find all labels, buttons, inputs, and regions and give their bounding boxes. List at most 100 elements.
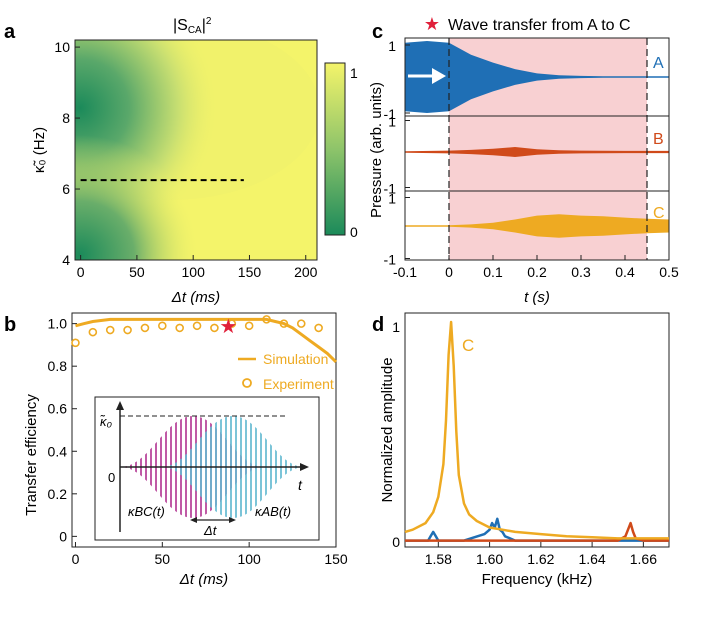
a-xtick-label: 0 [77,264,85,280]
experiment-point [279,319,289,328]
panel-c-legend-text: Wave transfer from A to C [448,17,631,34]
experiment-point [227,319,237,328]
d-ytick-min: 0 [392,534,400,550]
panel-a-xlabel: Δt (ms) [171,289,220,306]
b-xtick-label: 0 [72,551,80,567]
legend-experiment-swatch [242,378,252,388]
d-xtick-label: 1.62 [527,551,554,567]
a-ytick-label: 10 [54,39,70,55]
panel-c-y-ticks: 1-11-11-1 [384,38,410,268]
inset-kab-pulse-lower [162,467,305,518]
experiment-point [158,321,167,331]
series-blue-line [405,517,669,542]
c-ytick-pos: 1 [388,191,396,207]
inset-y-arrow [116,401,124,410]
inset-dt-arrowhead-right [229,517,236,523]
c-xtick-label: 0.2 [527,264,547,280]
experiment-point [88,327,98,337]
panel-c-ylabel: Pressure (arb. units) [368,82,385,218]
inset-dt-label: Δt [203,523,218,538]
panel-d-curve-label: C [462,336,474,355]
c-ytick-pos: 1 [388,38,396,54]
experiment-point [244,321,254,331]
experiment-point [314,323,323,333]
trace-B-label: B [653,131,664,148]
experiment-point [140,323,150,333]
inset-t-arrow [300,463,309,471]
inset-k0-label: κ̃₀ [100,414,113,429]
d-xtick-label: 1.66 [630,551,657,567]
b-ytick-label: 0 [59,528,67,544]
d-xtick-label: 1.60 [476,551,503,567]
panel-d-frame [404,312,670,548]
panel-b-ticks: 0 50 100 150 0 0.2 0.4 0.6 0.8 1.0 [48,316,348,567]
b-ytick-label: 0.6 [48,401,68,417]
panel-d-ticks: 1.58 1.60 1.62 1.64 1.66 1 0 [392,319,657,567]
experiment-point [192,321,202,331]
panel-c-xlabel: t (s) [524,289,550,306]
trace-C-envelope [405,214,669,238]
experiment-point [210,323,219,333]
d-ytick-max: 1 [392,319,400,335]
panel-d-ylabel: Normalized amplitude [379,357,396,502]
c-xtick-label: 0.3 [571,264,591,280]
b-xtick-label: 150 [324,551,348,567]
c-ytick-neg: -1 [384,181,397,197]
inset-origin-label: 0 [108,470,115,485]
c-xtick-label: -0.1 [393,264,417,280]
panel-b-experiment-markers [71,315,323,348]
panel-a-colorbar [324,62,346,236]
legend-experiment-label: Experiment [263,376,334,392]
b-ytick-label: 0.4 [48,443,68,459]
inset-t-label: t [298,477,303,493]
panel-a-ylabel: κ̃₀ (Hz) [31,127,48,173]
panel-b-inset: κ̃₀ 0 t Δt κBC(t) κAB(t) [94,396,320,541]
panel-a-title: |SCA|2 [173,16,212,36]
panel-a-letter: a [4,21,16,43]
c-xtick-label: 0 [445,264,453,280]
panel-c-star-icon: ★ [424,14,440,34]
d-xtick-label: 1.64 [578,551,605,567]
b-xtick-label: 100 [237,551,261,567]
experiment-point [71,338,80,348]
panel-d-lines [404,320,669,542]
legend-simulation-label: Simulation [263,351,328,367]
experiment-point [296,319,306,328]
a-ytick-label: 6 [62,181,70,197]
inset-kab-pulse [162,416,305,467]
c-xtick-label: 0.1 [483,264,503,280]
c-ytick-neg: -1 [384,106,397,122]
experiment-point [105,325,115,335]
c-xtick-label: 0.4 [615,264,635,280]
panel-b-star-marker: ★ [219,316,237,338]
b-ytick-label: 0.8 [48,358,68,374]
experiment-point [123,325,132,335]
a-xtick-label: 50 [129,264,145,280]
b-ytick-label: 0.2 [48,486,68,502]
experiment-point [262,315,271,324]
panel-a-x-ticks: 0 50 100 150 200 [77,255,318,280]
d-xtick-label: 1.58 [425,551,452,567]
panel-b-frame [71,312,337,548]
inset-dt-arrowhead-left [190,517,197,523]
a-ytick-label: 8 [62,110,70,126]
series-C-line [404,320,669,540]
trace-A-label: A [653,55,664,72]
panel-d-xlabel: Frequency (kHz) [482,571,593,588]
b-ytick-label: 1.0 [48,316,68,332]
c-ytick-neg: -1 [384,252,397,268]
b-xtick-label: 50 [155,551,171,567]
c-xtick-label: 0.5 [659,264,679,280]
trace-B-envelope [405,147,669,157]
panel-b-letter: b [4,314,16,336]
a-xtick-label: 200 [294,264,318,280]
panel-a-y-ticks: 4 6 8 10 [54,39,80,268]
inset-kab-label: κAB(t) [255,504,291,519]
panel-a-heatmap [75,40,317,260]
panel-d-letter: d [372,314,384,336]
trace-A-envelope [405,41,669,113]
a-xtick-label: 150 [238,264,262,280]
panel-a-frame [74,39,318,261]
panel-c-letter: c [372,21,383,43]
